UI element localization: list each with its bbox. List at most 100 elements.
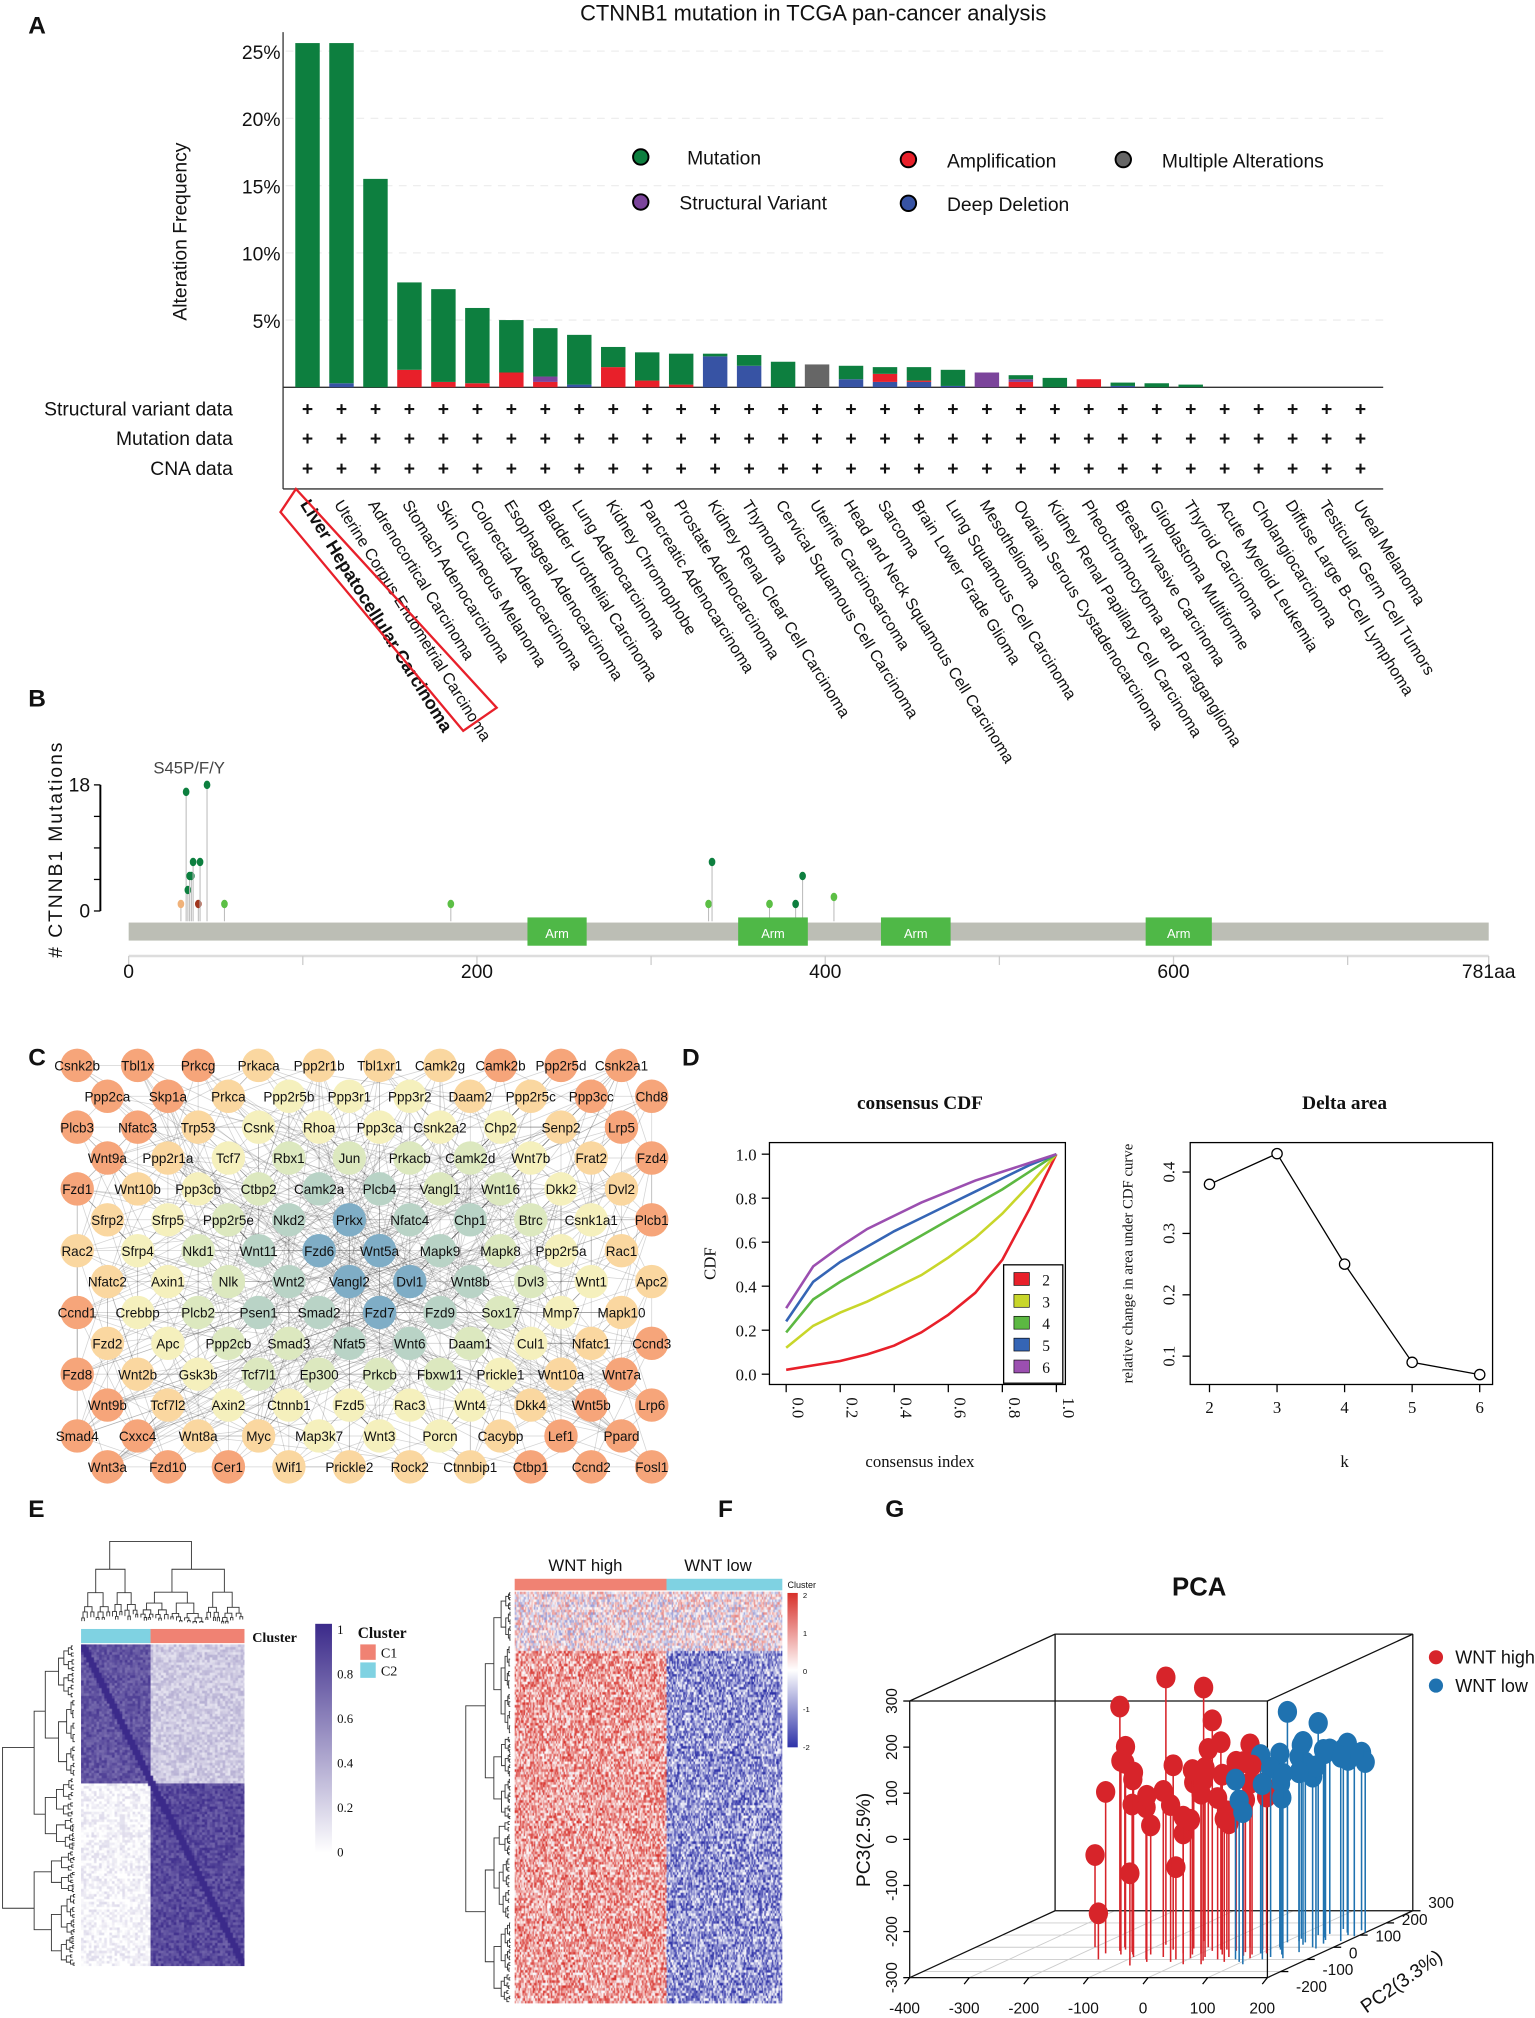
network-edge: [167, 1281, 471, 1406]
legend-amplification-label: Amplification: [947, 151, 1056, 172]
network-node-label: Wnt7a: [602, 1367, 642, 1382]
network-node: [604, 1110, 639, 1144]
y-tick-label: 0: [1349, 1945, 1358, 1962]
arm-domain: [527, 917, 587, 946]
dendrogram-branch: [504, 1655, 508, 1682]
network-edge: [137, 1065, 259, 1128]
network-node: [634, 1079, 669, 1113]
dendrogram-branch: [507, 1695, 509, 1705]
network-edge: [439, 1250, 501, 1375]
cdf-legend-swatch: [1013, 1359, 1030, 1374]
network-node-label: Ppp2r5a: [535, 1244, 587, 1259]
bar-segment-mutation: [1008, 375, 1034, 380]
dendrogram-branch: [69, 1946, 73, 1953]
network-edge: [137, 1373, 259, 1437]
network-edge: [167, 1281, 592, 1406]
network-edge: [197, 1188, 320, 1252]
pca-point: [1293, 1731, 1313, 1753]
network-node: [362, 1419, 397, 1453]
panel-e-consensus-heatmap: [81, 1644, 245, 1967]
network-edge: [409, 1281, 501, 1375]
network-node-label: Rbx1: [273, 1151, 305, 1166]
dendrogram-branch: [507, 1847, 509, 1855]
plus-mark: +: [438, 429, 449, 450]
network-edge: [500, 1250, 622, 1313]
network-node-label: Sfrp4: [122, 1244, 155, 1259]
network-edge: [137, 1312, 199, 1437]
network-node: [120, 1048, 155, 1083]
network-edge: [379, 1126, 501, 1190]
panel-label-g: G: [885, 1496, 905, 1524]
network-edge: [288, 1126, 622, 1282]
network-edge: [409, 1281, 531, 1344]
network-edge: [409, 1281, 652, 1344]
cdf-legend-label: 2: [1042, 1272, 1050, 1289]
network-node: [90, 1450, 125, 1484]
pca-point: [1191, 1782, 1211, 1805]
network-edge: [470, 1095, 562, 1190]
y-tick-label: 0.4: [1160, 1161, 1179, 1183]
network-edge: [197, 1373, 320, 1437]
network-edge: [288, 1219, 350, 1344]
dendrogram-branch: [508, 1592, 511, 1596]
network-node: [302, 1110, 336, 1144]
x-tick-label: 0.2: [843, 1397, 862, 1418]
plus-mark: +: [710, 429, 721, 450]
dendrogram-branch: [115, 1615, 119, 1620]
dendrogram-branch: [212, 1591, 233, 1608]
dendrogram-branch: [507, 1890, 510, 1896]
network-edge: [439, 1157, 532, 1251]
network-edge: [167, 1095, 259, 1190]
x-tick-label: 0: [123, 962, 134, 983]
dendrogram-branch: [69, 1843, 73, 1849]
network-node: [514, 1079, 548, 1113]
network-edge: [107, 1157, 169, 1282]
network-edge: [258, 1219, 290, 1437]
network-edge: [197, 1126, 320, 1190]
plus-mark: +: [676, 429, 687, 450]
dendrogram-branch: [509, 1931, 511, 1936]
dendrogram-branch: [72, 1872, 75, 1876]
network-node-label: Chp2: [484, 1120, 516, 1135]
dendrogram-branch: [235, 1612, 242, 1617]
network-node-label: Prkcg: [181, 1059, 216, 1074]
network-edge: [107, 1342, 410, 1468]
plus-mark: +: [1185, 429, 1196, 450]
dendrogram-branch: [67, 1661, 73, 1670]
plus-mark: +: [1049, 429, 1060, 450]
dendrogram-branch: [507, 1805, 510, 1811]
pca-point: [1137, 1784, 1157, 1807]
network-edge: [288, 1343, 380, 1437]
cdf-line-k6: [785, 1152, 1057, 1309]
network-node-label: Wnt5b: [572, 1398, 611, 1413]
y-tick-label: 18: [69, 775, 90, 796]
bar-segment-mutation: [1042, 377, 1068, 388]
network-edge: [349, 1342, 471, 1406]
dendrogram-branch: [72, 1857, 75, 1861]
network-edge: [107, 1157, 169, 1282]
y-tick-label: 0.3: [1160, 1223, 1179, 1244]
dendrogram-branch: [60, 1905, 68, 1928]
network-edge: [167, 1126, 259, 1221]
bar-segment-deep-deletion: [838, 379, 864, 388]
lollipop-head: [203, 780, 211, 790]
x-tick: [1261, 1977, 1268, 1985]
bar-segment-mutation: [601, 346, 626, 368]
dendrogram-branch: [66, 1898, 71, 1913]
network-node-label: Wnt9a: [88, 1151, 128, 1166]
network-edge: [439, 1157, 471, 1313]
legend-amplification-marker: [899, 150, 918, 169]
network-node-label: Wnt10b: [114, 1182, 161, 1197]
network-node: [483, 1110, 518, 1144]
network-edge: [409, 1188, 501, 1282]
network-node: [332, 1079, 367, 1113]
dendrogram-branch: [72, 1919, 75, 1923]
dendrogram-branch: [72, 1837, 75, 1842]
box-edge: [1267, 1910, 1414, 1979]
dendrogram-branch: [70, 1895, 74, 1903]
plus-mark: +: [302, 459, 313, 480]
network-node: [544, 1295, 578, 1330]
dendrogram-branch: [175, 1602, 195, 1614]
network-edge: [500, 1188, 622, 1252]
color-scale-label: 1: [803, 1629, 807, 1638]
